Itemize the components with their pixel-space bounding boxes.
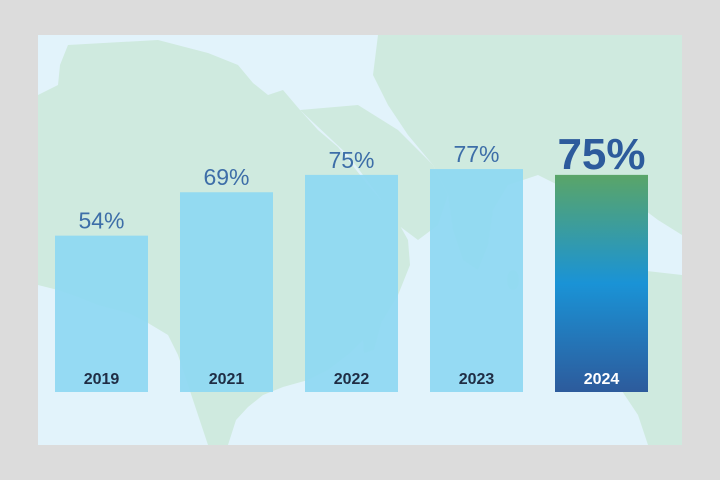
land-arabia	[300, 105, 448, 240]
value-label-2021: 69%	[203, 164, 249, 190]
category-label-2023: 2023	[459, 371, 495, 388]
value-label-2022: 75%	[328, 147, 374, 173]
value-label-2023: 77%	[453, 141, 499, 167]
bar-2022	[305, 174, 398, 392]
category-label-2024: 2024	[584, 371, 620, 388]
bar-2019	[55, 235, 148, 392]
value-label-2024: 75%	[557, 130, 645, 179]
bars-layer: 54% 2019 69% 2021 75% 2022 77% 2023 75% 2024	[55, 130, 648, 392]
chart-panel: 54% 2019 69% 2021 75% 2022 77% 2023 75% 2024	[38, 35, 682, 445]
bar-2021	[180, 192, 273, 392]
bar-chart: 54% 2019 69% 2021 75% 2022 77% 2023 75% 2024	[55, 130, 648, 392]
land-asia	[373, 35, 682, 270]
bar-2023	[430, 169, 523, 392]
category-label-2022: 2022	[334, 371, 370, 388]
category-label-2019: 2019	[84, 371, 120, 388]
value-label-2019: 54%	[78, 208, 124, 234]
category-label-2021: 2021	[209, 371, 245, 388]
bar-2024	[555, 174, 648, 392]
